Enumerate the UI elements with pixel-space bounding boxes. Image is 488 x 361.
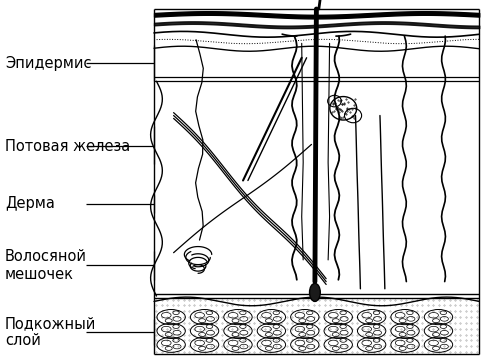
- Text: Подкожный
слой: Подкожный слой: [5, 316, 96, 348]
- Ellipse shape: [309, 283, 320, 301]
- Text: Волосяной
мешочек: Волосяной мешочек: [5, 249, 87, 282]
- Text: Потовая железа: Потовая железа: [5, 139, 130, 154]
- Text: Дерма: Дерма: [5, 196, 55, 212]
- Text: Эпидермис: Эпидермис: [5, 56, 91, 71]
